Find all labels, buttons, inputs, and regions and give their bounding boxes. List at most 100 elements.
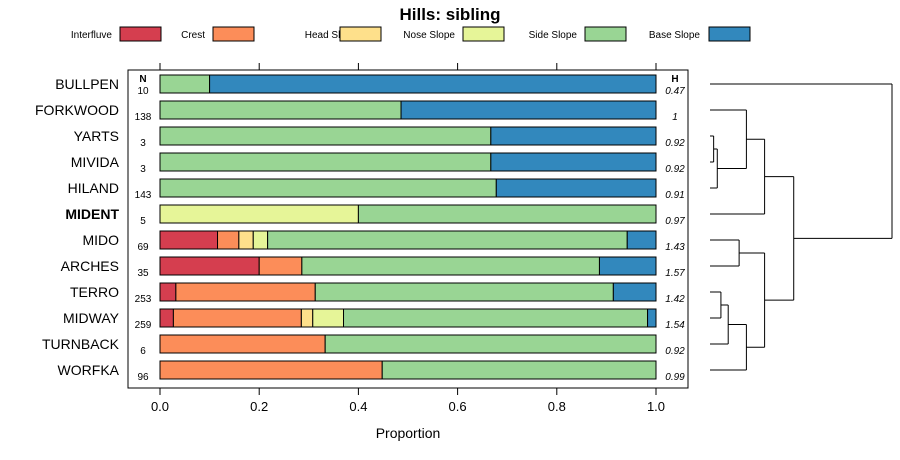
- n-value-arches: 35: [137, 268, 149, 279]
- plot-frame: [127, 69, 689, 389]
- n-value-mident: 5: [140, 216, 146, 227]
- bar-segment-worfka-crest: [159, 360, 383, 380]
- legend-swatch-side-slope: [584, 26, 627, 42]
- x-tick-label-0: 0.0: [151, 399, 169, 414]
- n-value-worfka: 96: [137, 372, 149, 383]
- bar-segment-midway-nose-slope: [312, 308, 345, 328]
- bar-segment-midway-crest: [172, 308, 302, 328]
- bar-segment-yarts-side-slope: [159, 126, 492, 146]
- x-tick-label-4: 0.8: [548, 399, 566, 414]
- x-axis-title: Proportion: [376, 425, 441, 441]
- row-label-bullpen: BULLPEN: [55, 76, 119, 92]
- row-label-turnback: TURNBACK: [42, 336, 120, 352]
- h-value-mident: 0.97: [665, 216, 685, 227]
- bar-segment-arches-crest: [258, 256, 303, 276]
- legend-label-interfluve: Interfluve: [71, 30, 113, 41]
- bar-segment-terro-interfluve: [159, 282, 177, 302]
- bar-segment-midway-base-slope: [647, 308, 657, 328]
- row-turnback: TURNBACK 6 0.92: [42, 334, 685, 357]
- row-hiland: HILAND 143 0.91: [68, 178, 685, 201]
- h-value-midway: 1.54: [665, 320, 685, 331]
- bar-segment-mido-crest: [217, 230, 240, 250]
- bar-segment-midway-side-slope: [343, 308, 649, 328]
- bar-segment-mido-side-slope: [267, 230, 628, 250]
- h-value-worfka: 0.99: [665, 372, 685, 383]
- h-value-mido: 1.43: [665, 242, 685, 253]
- row-label-mivida: MIVIDA: [71, 154, 120, 170]
- bar-segment-turnback-side-slope: [324, 334, 657, 354]
- bar-segment-midway-head-slope: [300, 308, 314, 328]
- legend-swatch-crest: [212, 26, 255, 42]
- bar-segment-mido-head-slope: [238, 230, 254, 250]
- x-tick-label-2: 0.4: [349, 399, 367, 414]
- row-midway: MIDWAY 259 1.54: [63, 308, 685, 331]
- bar-segment-mident-side-slope: [357, 204, 657, 224]
- n-column-header: N: [139, 74, 146, 85]
- legend-swatch-interfluve: [119, 26, 162, 42]
- bar-segment-mivida-side-slope: [159, 152, 492, 172]
- row-label-mido: MIDO: [82, 232, 119, 248]
- h-value-turnback: 0.92: [665, 346, 685, 357]
- row-mivida: MIVIDA 3 0.92: [71, 152, 685, 175]
- x-tick-label-1: 0.2: [250, 399, 268, 414]
- legend-label-nose-slope: Nose Slope: [403, 30, 455, 41]
- row-bullpen: BULLPEN 10 0.47: [55, 74, 685, 97]
- bar-segment-mident-nose-slope: [159, 204, 359, 224]
- row-mident: MIDENT 5 0.97: [65, 204, 685, 227]
- legend-label-base-slope: Base Slope: [649, 30, 701, 41]
- row-label-hiland: HILAND: [68, 180, 119, 196]
- h-value-mivida: 0.92: [665, 164, 685, 175]
- row-forkwood: FORKWOOD 138 1: [35, 100, 678, 123]
- h-value-terro: 1.42: [665, 294, 685, 305]
- n-value-bullpen: 10: [137, 86, 149, 97]
- bar-segment-hiland-base-slope: [495, 178, 657, 198]
- row-label-forkwood: FORKWOOD: [35, 102, 119, 118]
- n-value-midway: 259: [135, 320, 152, 331]
- x-axis: 0.0 0.2 0.4 0.6 0.8 1.0: [151, 63, 665, 414]
- row-label-midway: MIDWAY: [63, 310, 120, 326]
- legend-label-head-slope: Head Slope: [305, 30, 358, 41]
- bar-segment-turnback-crest: [159, 334, 326, 354]
- row-worfka: WORFKA 96 0.99: [58, 360, 685, 383]
- bar-segment-bullpen-base-slope: [209, 74, 657, 94]
- row-arches: ARCHES 35 1.57: [61, 256, 685, 279]
- bar-segment-arches-interfluve: [159, 256, 260, 276]
- bar-segment-mido-base-slope: [626, 230, 657, 250]
- bar-segment-terro-crest: [175, 282, 316, 302]
- n-value-hiland: 143: [135, 190, 152, 201]
- bar-segment-mido-interfluve: [159, 230, 219, 250]
- x-tick-label-3: 0.6: [449, 399, 467, 414]
- legend-swatch-base-slope: [708, 26, 751, 42]
- bar-segment-mido-nose-slope: [252, 230, 269, 250]
- legend-label-side-slope: Side Slope: [529, 30, 578, 41]
- row-label-terro: TERRO: [70, 284, 119, 300]
- legend: Interfluve Crest Head Slope Nose Slope Side …: [71, 26, 751, 42]
- h-column-header: H: [671, 74, 678, 85]
- row-label-arches: ARCHES: [61, 258, 119, 274]
- bar-segment-forkwood-side-slope: [159, 100, 402, 120]
- n-value-mivida: 3: [140, 164, 146, 175]
- x-tick-label-5: 1.0: [647, 399, 665, 414]
- h-value-bullpen: 0.47: [665, 86, 685, 97]
- legend-swatch-head-slope: [339, 26, 382, 42]
- bar-segment-terro-side-slope: [314, 282, 614, 302]
- bar-segment-worfka-side-slope: [381, 360, 657, 380]
- bar-segment-arches-side-slope: [301, 256, 600, 276]
- n-value-yarts: 3: [140, 138, 146, 149]
- h-value-forkwood: 1: [672, 112, 678, 123]
- bar-segment-midway-interfluve: [159, 308, 174, 328]
- row-label-worfka: WORFKA: [58, 362, 120, 378]
- n-value-mido: 69: [137, 242, 149, 253]
- h-value-hiland: 0.91: [665, 190, 684, 201]
- row-label-mident: MIDENT: [65, 206, 119, 222]
- row-yarts: YARTS 3 0.92: [74, 126, 685, 149]
- legend-label-crest: Crest: [181, 30, 205, 41]
- bar-segment-bullpen-side-slope: [159, 74, 211, 94]
- bar-segment-forkwood-base-slope: [400, 100, 657, 120]
- row-terro: TERRO 253 1.42: [70, 282, 685, 305]
- n-value-terro: 253: [135, 294, 152, 305]
- legend-swatch-nose-slope: [462, 26, 505, 42]
